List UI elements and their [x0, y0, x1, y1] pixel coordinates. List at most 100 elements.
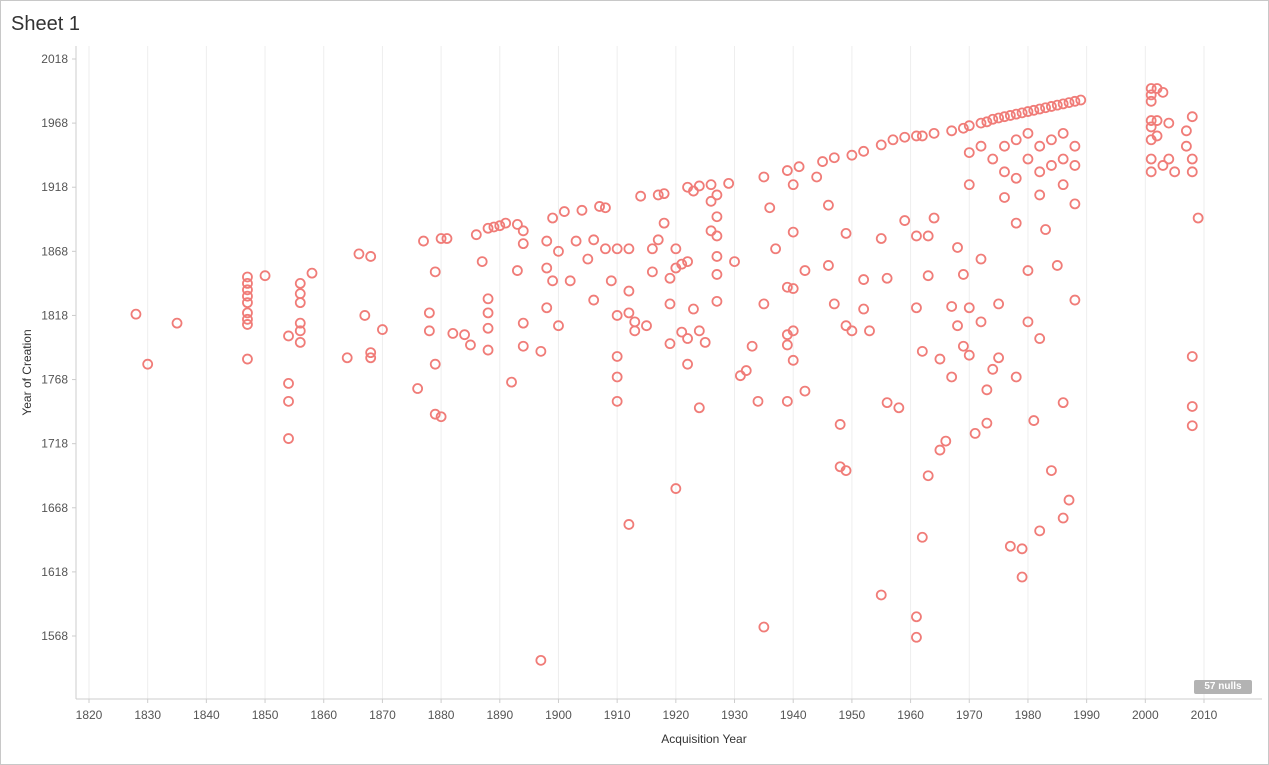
- data-point[interactable]: [682, 256, 693, 267]
- data-point[interactable]: [963, 302, 975, 314]
- data-point[interactable]: [652, 189, 664, 201]
- data-point[interactable]: [623, 243, 635, 255]
- data-point[interactable]: [283, 433, 294, 444]
- data-point[interactable]: [652, 234, 664, 246]
- data-point[interactable]: [242, 307, 253, 319]
- data-point[interactable]: [1046, 101, 1057, 112]
- data-point[interactable]: [875, 139, 887, 151]
- data-point[interactable]: [547, 275, 559, 287]
- data-point[interactable]: [629, 316, 641, 328]
- data-point[interactable]: [875, 233, 887, 244]
- data-point[interactable]: [999, 111, 1010, 123]
- data-point[interactable]: [541, 262, 553, 274]
- data-point[interactable]: [993, 112, 1005, 124]
- data-point[interactable]: [1151, 130, 1163, 142]
- data-point[interactable]: [893, 402, 905, 414]
- data-point[interactable]: [429, 266, 441, 278]
- data-point[interactable]: [570, 235, 582, 247]
- data-point[interactable]: [899, 215, 911, 226]
- data-point[interactable]: [946, 371, 958, 383]
- data-point[interactable]: [535, 345, 547, 357]
- data-point[interactable]: [1022, 106, 1034, 117]
- data-point[interactable]: [928, 127, 940, 139]
- data-point[interactable]: [887, 134, 899, 146]
- data-point[interactable]: [1022, 127, 1034, 139]
- data-point[interactable]: [999, 140, 1010, 152]
- data-point[interactable]: [482, 222, 494, 234]
- data-point[interactable]: [734, 370, 746, 382]
- data-point[interactable]: [1028, 104, 1040, 116]
- data-point[interactable]: [1034, 189, 1046, 201]
- data-point[interactable]: [793, 161, 805, 173]
- data-point[interactable]: [1004, 540, 1016, 552]
- data-point[interactable]: [711, 295, 723, 307]
- data-point[interactable]: [242, 313, 253, 325]
- data-point[interactable]: [840, 465, 852, 476]
- data-point[interactable]: [764, 202, 776, 214]
- data-point[interactable]: [294, 317, 306, 329]
- data-point[interactable]: [999, 192, 1010, 203]
- data-point[interactable]: [705, 195, 717, 207]
- data-point[interactable]: [1186, 111, 1198, 123]
- data-point[interactable]: [682, 333, 693, 344]
- data-point[interactable]: [365, 352, 377, 364]
- data-point[interactable]: [975, 253, 987, 265]
- data-point[interactable]: [441, 233, 453, 244]
- data-point[interactable]: [482, 293, 494, 305]
- data-point[interactable]: [1145, 153, 1157, 165]
- data-point[interactable]: [699, 336, 711, 348]
- data-point[interactable]: [1151, 115, 1163, 126]
- data-point[interactable]: [1051, 260, 1063, 271]
- data-point[interactable]: [488, 221, 500, 233]
- data-point[interactable]: [823, 260, 834, 271]
- data-point[interactable]: [934, 444, 946, 456]
- data-point[interactable]: [834, 419, 846, 430]
- data-point[interactable]: [799, 265, 811, 276]
- data-point[interactable]: [1069, 160, 1081, 171]
- data-point[interactable]: [922, 470, 934, 482]
- data-point[interactable]: [693, 325, 705, 337]
- data-point[interactable]: [858, 145, 870, 157]
- data-point[interactable]: [306, 267, 318, 279]
- data-point[interactable]: [482, 344, 494, 356]
- data-point[interactable]: [711, 189, 723, 201]
- data-point[interactable]: [940, 435, 952, 447]
- data-point[interactable]: [171, 317, 183, 329]
- data-point[interactable]: [916, 531, 928, 543]
- data-point[interactable]: [658, 188, 670, 200]
- data-point[interactable]: [670, 243, 682, 255]
- data-point[interactable]: [799, 385, 811, 397]
- data-point[interactable]: [1010, 172, 1022, 184]
- data-point[interactable]: [341, 352, 353, 364]
- data-point[interactable]: [1057, 153, 1069, 165]
- data-point[interactable]: [740, 365, 752, 376]
- data-point[interactable]: [787, 226, 799, 238]
- data-point[interactable]: [1022, 153, 1034, 165]
- data-point[interactable]: [623, 307, 635, 319]
- data-point[interactable]: [1069, 140, 1081, 152]
- data-point[interactable]: [658, 217, 670, 229]
- data-point[interactable]: [911, 230, 922, 242]
- data-point[interactable]: [746, 340, 758, 352]
- data-point[interactable]: [564, 275, 576, 287]
- data-point[interactable]: [693, 180, 705, 192]
- data-point[interactable]: [828, 298, 840, 310]
- data-point[interactable]: [1016, 107, 1028, 119]
- data-point[interactable]: [1034, 103, 1046, 115]
- data-point[interactable]: [946, 125, 958, 137]
- data-point[interactable]: [975, 316, 987, 328]
- data-point[interactable]: [611, 310, 623, 321]
- data-point[interactable]: [547, 212, 559, 224]
- data-point[interactable]: [1186, 401, 1198, 412]
- data-point[interactable]: [283, 330, 294, 342]
- data-point[interactable]: [1057, 512, 1069, 524]
- data-point[interactable]: [294, 336, 306, 348]
- data-point[interactable]: [682, 358, 693, 370]
- data-point[interactable]: [899, 131, 911, 143]
- data-point[interactable]: [1169, 166, 1181, 178]
- data-point[interactable]: [1069, 294, 1081, 306]
- data-point[interactable]: [811, 171, 823, 183]
- data-point[interactable]: [670, 483, 682, 494]
- data-point[interactable]: [1186, 420, 1198, 432]
- data-point[interactable]: [242, 319, 253, 330]
